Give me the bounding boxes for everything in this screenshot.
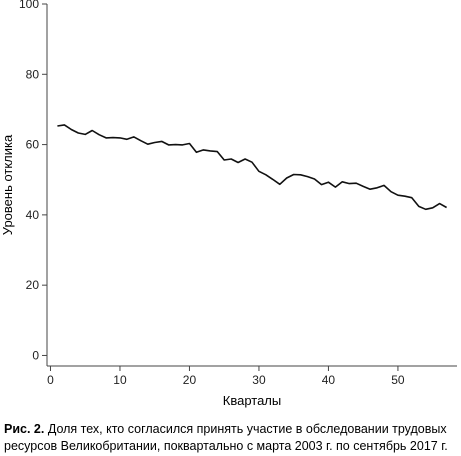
x-tick-label: 20 xyxy=(183,373,197,387)
x-axis-ticks: 0 10 20 30 40 50 xyxy=(47,366,405,387)
x-tick-label: 30 xyxy=(252,373,266,387)
series-line-0 xyxy=(57,124,447,211)
y-tick-label: 20 xyxy=(26,278,40,292)
y-tick-label: 100 xyxy=(19,0,39,11)
line-chart: 0 20 40 60 80 100 0 10 20 30 40 50 Кварталы Уровен… xyxy=(0,0,457,408)
y-tick-label: 0 xyxy=(32,348,39,362)
y-axis-ticks: 0 20 40 60 80 100 xyxy=(19,0,47,362)
y-tick-label: 40 xyxy=(26,208,40,222)
plot-frame xyxy=(46,4,457,367)
x-tick-label: 50 xyxy=(391,373,405,387)
figure-caption: Рис. 2. Доля тех, кто согласился принять… xyxy=(4,421,459,455)
y-axis-label: Уровень отклика xyxy=(0,134,15,235)
x-tick-label: 0 xyxy=(47,373,54,387)
series-group xyxy=(57,124,447,211)
x-tick-label: 40 xyxy=(322,373,336,387)
figure-caption-text: Доля тех, кто согласился принять участие… xyxy=(4,422,448,453)
x-tick-label: 10 xyxy=(113,373,127,387)
x-axis-label: Кварталы xyxy=(223,393,281,408)
figure-caption-label: Рис. 2. xyxy=(4,422,45,436)
y-tick-label: 80 xyxy=(26,67,40,81)
y-tick-label: 60 xyxy=(26,138,40,152)
